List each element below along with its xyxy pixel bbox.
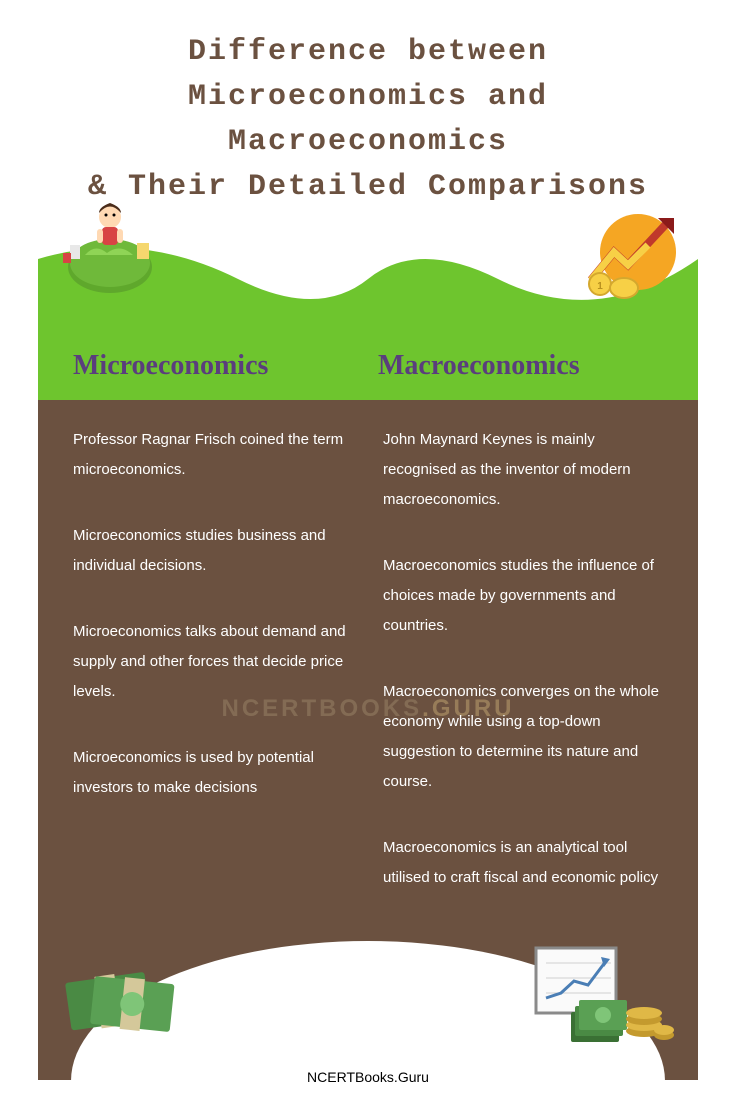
micro-point: Microeconomics studies business and indi… xyxy=(73,521,353,581)
graph-money-icon xyxy=(526,943,676,1048)
cash-stack-icon xyxy=(55,958,185,1048)
macro-column: John Maynard Keynes is mainly recognised… xyxy=(383,425,663,929)
micro-point: Microeconomics talks about demand and su… xyxy=(73,617,353,707)
micro-header: Microeconomics xyxy=(73,350,358,382)
svg-text:1: 1 xyxy=(597,281,603,292)
columns: Professor Ragnar Frisch coined the term … xyxy=(73,425,663,929)
micro-point: Professor Ragnar Frisch coined the term … xyxy=(73,425,353,485)
macro-point: John Maynard Keynes is mainly recognised… xyxy=(383,425,663,515)
footer-credit: NCERTBooks.Guru xyxy=(0,1069,736,1085)
macro-header: Macroeconomics xyxy=(358,350,663,382)
title-line1: Difference between xyxy=(40,30,696,75)
micro-point: Microeconomics is used by potential inve… xyxy=(73,743,353,803)
macro-point: Macroeconomics is an analytical tool uti… xyxy=(383,833,663,893)
macro-point: Macroeconomics converges on the whole ec… xyxy=(383,677,663,797)
growth-chart-icon: 1 xyxy=(576,210,681,300)
globe-girl-icon xyxy=(55,195,165,295)
title-line2: Microeconomics and Macroeconomics xyxy=(40,75,696,165)
macro-point: Macroeconomics studies the influence of … xyxy=(383,551,663,641)
micro-column: Professor Ragnar Frisch coined the term … xyxy=(73,425,353,929)
column-headers: Microeconomics Macroeconomics xyxy=(38,350,698,382)
